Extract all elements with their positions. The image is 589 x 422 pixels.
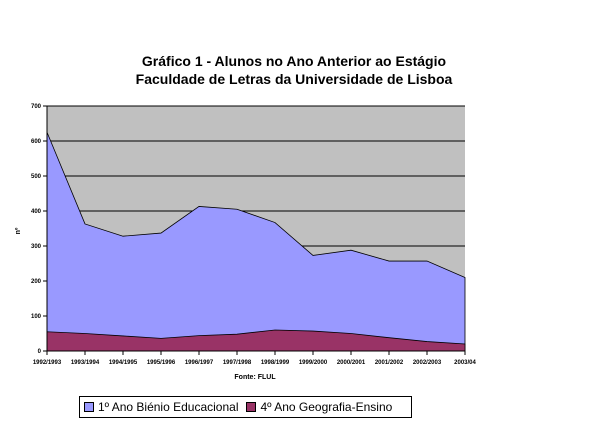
legend-swatch: [84, 402, 94, 412]
legend-item-series-1: 1º Ano Biénio Educacional: [84, 400, 238, 414]
x-axis-label: Fonte: FLUL: [234, 374, 276, 381]
x-tick-label: 2000/2001: [337, 360, 366, 366]
x-tick-label: 1998/1999: [261, 360, 290, 366]
x-tick-label: 1996/1997: [185, 360, 214, 366]
legend-item-series-2: 4º Ano Geografia-Ensino: [246, 400, 392, 414]
legend-label: 1º Ano Biénio Educacional: [98, 400, 239, 414]
x-tick-label: 1999/2000: [299, 360, 328, 366]
x-tick-label: 1995/1996: [147, 360, 176, 366]
y-tick-label: 300: [31, 244, 42, 250]
x-tick-label: 1994/1995: [109, 360, 138, 366]
legend-swatch: [246, 402, 257, 412]
legend: 1º Ano Biénio Educacional 4º Ano Geograf…: [79, 396, 412, 418]
x-tick-label: 2001/2002: [375, 360, 404, 366]
y-tick-label: 0: [38, 349, 42, 355]
x-tick-label: 1993/1994: [71, 360, 100, 366]
y-tick-label: 600: [31, 139, 42, 145]
x-tick-label: 1992/1993: [33, 360, 62, 366]
y-axis-label: nº: [15, 227, 22, 234]
chart-subtitle: Faculdade de Letras da Universidade de L…: [136, 71, 453, 87]
area-series-1: [46, 132, 466, 352]
y-tick-label: 200: [31, 279, 42, 285]
x-tick-label: 2002/2003: [413, 360, 442, 366]
x-tick-label: 1997/1998: [223, 360, 252, 366]
legend-label: 4º Ano Geografia-Ensino: [260, 400, 393, 414]
y-tick-label: 100: [31, 314, 42, 320]
x-tick-label: 2003/04: [454, 360, 476, 366]
y-tick-label: 700: [31, 104, 42, 110]
area-series-2: [46, 329, 466, 352]
y-tick-label: 500: [31, 174, 42, 180]
chart-title: Gráfico 1 - Alunos no Ano Anterior ao Es…: [142, 53, 446, 69]
y-tick-label: 400: [31, 209, 42, 215]
